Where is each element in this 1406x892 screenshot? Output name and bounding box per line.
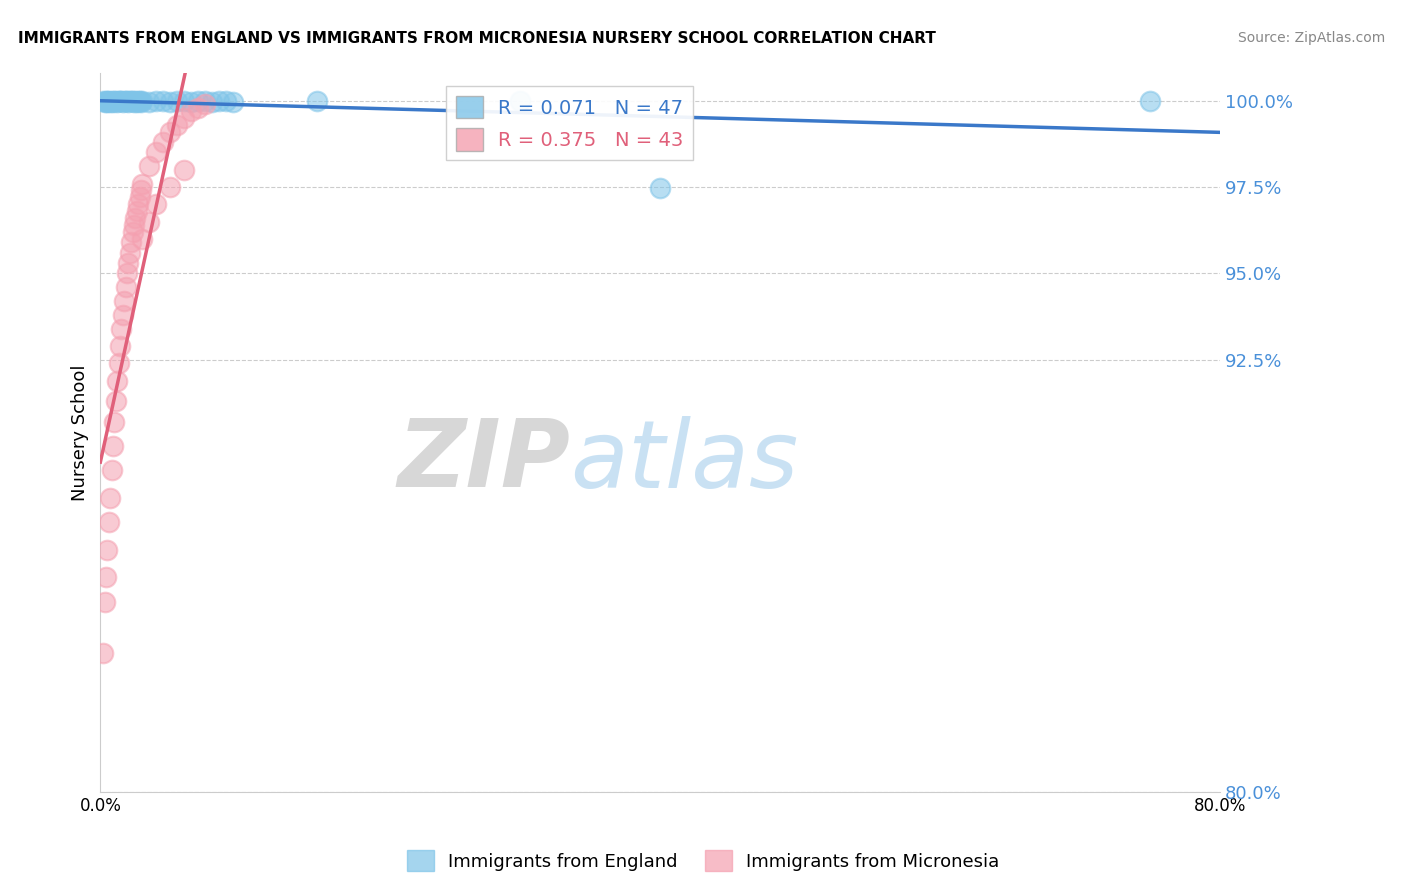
Point (166, 94, 188, 108)
Point (159, 125, 181, 139)
Point (98, 491, 121, 505)
Point (145, 197, 167, 211)
Point (159, 95, 181, 109)
Y-axis label: Nursery School: Nursery School (72, 364, 89, 500)
Point (118, 95, 141, 109)
Point (138, 214, 160, 228)
Point (105, 374, 128, 388)
Point (208, 94, 231, 108)
Text: IMMIGRANTS FROM ENGLAND VS IMMIGRANTS FROM MICRONESIA NURSERY SCHOOL CORRELATION: IMMIGRANTS FROM ENGLAND VS IMMIGRANTS FR… (18, 31, 936, 46)
Point (112, 95, 135, 109)
Point (125, 95, 148, 109)
Point (222, 95, 245, 109)
Point (145, 145, 167, 160)
Point (122, 218, 145, 232)
Point (173, 95, 195, 109)
Point (121, 225, 143, 239)
Point (100, 95, 122, 109)
Point (103, 415, 125, 429)
Point (97, 95, 120, 109)
Point (105, 95, 128, 109)
Point (111, 95, 134, 109)
Point (201, 95, 224, 109)
Point (103, 94, 125, 108)
Point (124, 95, 146, 109)
Point (101, 439, 124, 453)
Point (107, 95, 129, 109)
Point (91, 95, 114, 109)
Point (159, 180, 181, 194)
Point (128, 95, 150, 109)
Point (93, 594, 115, 608)
Point (187, 94, 209, 108)
Point (1139, 94, 1161, 108)
Point (121, 95, 143, 109)
Point (104, 394, 127, 409)
Point (117, 95, 139, 109)
Point (96, 542, 118, 557)
Point (91, 647, 114, 661)
Text: Source: ZipAtlas.com: Source: ZipAtlas.com (1237, 31, 1385, 45)
Point (101, 95, 124, 109)
Point (98, 95, 121, 109)
Point (108, 339, 131, 353)
Point (125, 204, 148, 219)
Point (173, 162, 195, 177)
Point (122, 95, 145, 109)
Point (114, 94, 136, 108)
Point (96, 94, 118, 108)
Point (104, 95, 127, 109)
Point (166, 118, 188, 132)
Point (145, 94, 167, 108)
Point (108, 94, 131, 108)
Point (307, 95, 329, 109)
Point (648, 180, 671, 194)
Point (127, 94, 149, 108)
Point (128, 190, 150, 204)
Point (131, 232, 153, 246)
Point (112, 293, 135, 308)
Point (94, 570, 117, 584)
Text: atlas: atlas (571, 416, 799, 507)
Point (120, 94, 142, 108)
Point (110, 321, 132, 335)
Point (173, 111, 195, 125)
Point (194, 95, 217, 109)
Point (509, 95, 531, 109)
Point (100, 463, 122, 477)
Legend: Immigrants from England, Immigrants from Micronesia: Immigrants from England, Immigrants from… (399, 843, 1007, 879)
Point (131, 177, 153, 191)
Point (138, 95, 160, 109)
Point (194, 97, 217, 112)
Point (180, 95, 202, 109)
Point (124, 211, 146, 226)
Point (117, 256, 139, 270)
Point (152, 95, 174, 109)
Point (187, 101, 209, 115)
Point (120, 235, 142, 250)
Point (180, 103, 202, 118)
Point (115, 266, 138, 280)
Point (131, 95, 153, 109)
Point (152, 135, 174, 149)
Point (127, 197, 149, 211)
Point (93, 95, 115, 109)
Point (96, 95, 118, 109)
Point (94, 95, 117, 109)
Point (97, 515, 120, 529)
Point (107, 356, 129, 370)
Point (114, 280, 136, 294)
Point (111, 308, 134, 322)
Point (138, 159, 160, 173)
Point (110, 95, 132, 109)
Point (115, 95, 138, 109)
Point (118, 245, 141, 260)
Point (129, 95, 152, 109)
Point (215, 95, 238, 109)
Text: ZIP: ZIP (398, 415, 571, 507)
Legend: R = 0.071   N = 47, R = 0.375   N = 43: R = 0.071 N = 47, R = 0.375 N = 43 (446, 87, 693, 161)
Point (129, 184, 152, 198)
